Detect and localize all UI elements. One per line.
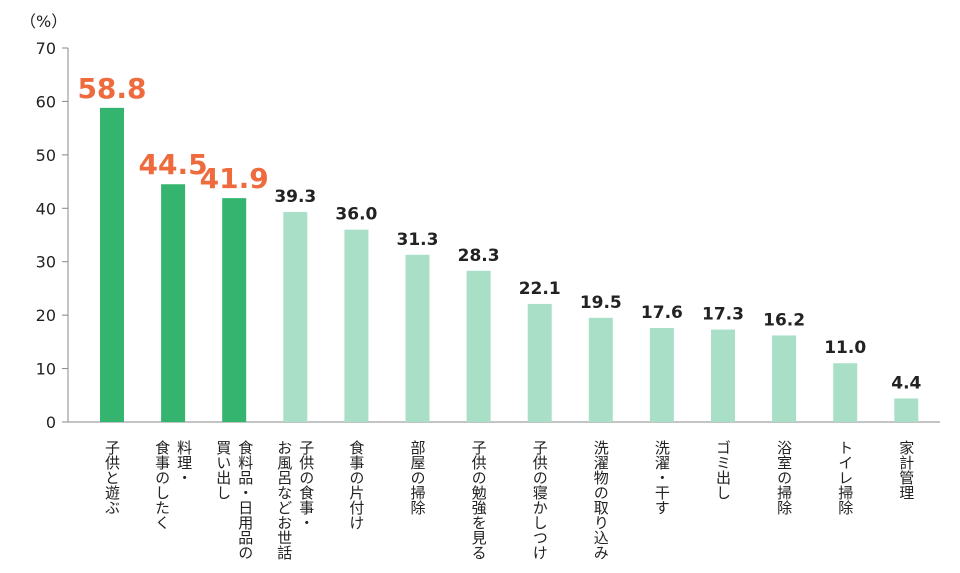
category-label: 料理・ xyxy=(175,440,193,485)
value-label: 17.3 xyxy=(702,305,744,325)
value-label: 11.0 xyxy=(824,338,866,358)
y-tick-label: 0 xyxy=(46,413,56,432)
category-label: 浴室の掃除 xyxy=(775,440,793,515)
bar xyxy=(711,329,735,422)
value-label: 44.5 xyxy=(139,148,208,181)
value-label: 39.3 xyxy=(274,187,316,207)
category-label: 食事のしたく xyxy=(153,440,171,530)
category-label: ゴミ出し xyxy=(714,440,732,500)
category-label: 子供の食事・ xyxy=(297,440,315,530)
y-axis: 0 10 20 30 40 50 60 70 xyxy=(36,39,940,432)
bar xyxy=(161,184,186,422)
value-label: 31.3 xyxy=(397,230,439,250)
category-label: 食料品・日用品の xyxy=(236,440,254,560)
category-label: 洗濯・干す xyxy=(653,440,671,515)
value-label: 58.8 xyxy=(77,72,146,105)
bar xyxy=(100,107,124,422)
category-label: 子供と遊ぶ xyxy=(103,440,121,515)
category-label: 子供の寝かしつけ xyxy=(531,440,549,560)
value-label: 28.3 xyxy=(458,246,500,266)
y-tick-label: 10 xyxy=(36,360,56,379)
y-tick-label: 50 xyxy=(36,146,56,165)
category-label: 家計管理 xyxy=(897,440,915,500)
value-label: 4.4 xyxy=(891,373,921,393)
category-label: トイレ掃除 xyxy=(836,440,854,515)
y-tick-label: 70 xyxy=(36,39,56,58)
category-label: 子供の勉強を見る xyxy=(470,440,488,560)
bars xyxy=(100,107,919,422)
bar xyxy=(833,363,858,422)
bar xyxy=(772,335,797,422)
y-tick-label: 60 xyxy=(36,92,56,111)
bar xyxy=(405,254,430,422)
y-unit-label: （%） xyxy=(20,12,67,31)
value-label: 16.2 xyxy=(763,310,805,330)
bar xyxy=(222,198,247,422)
category-label: 部屋の掃除 xyxy=(409,440,427,515)
y-tick-label: 40 xyxy=(36,199,56,218)
bar xyxy=(466,270,491,422)
y-tick-label: 30 xyxy=(36,253,56,272)
category-label: 食事の片付け xyxy=(347,440,365,530)
value-label: 22.1 xyxy=(519,279,561,299)
value-labels: 58.8 44.541.939.3 36.0 31.3 28.3 22.1 19.5 17.6… xyxy=(77,72,921,394)
bar xyxy=(527,303,552,422)
value-label: 41.9 xyxy=(200,162,269,195)
bar xyxy=(588,317,613,422)
bar xyxy=(344,229,369,422)
y-tick-label: 20 xyxy=(36,306,56,325)
category-label: お風呂などお世話 xyxy=(275,440,293,560)
bar xyxy=(649,327,674,422)
bar xyxy=(283,212,308,422)
category-label: 買い出し xyxy=(214,440,232,500)
category-label: 洗濯物の取り込み xyxy=(592,440,610,560)
bar xyxy=(894,398,919,422)
value-label: 17.6 xyxy=(641,303,683,323)
value-label: 19.5 xyxy=(580,293,622,313)
value-label: 36.0 xyxy=(335,205,377,225)
